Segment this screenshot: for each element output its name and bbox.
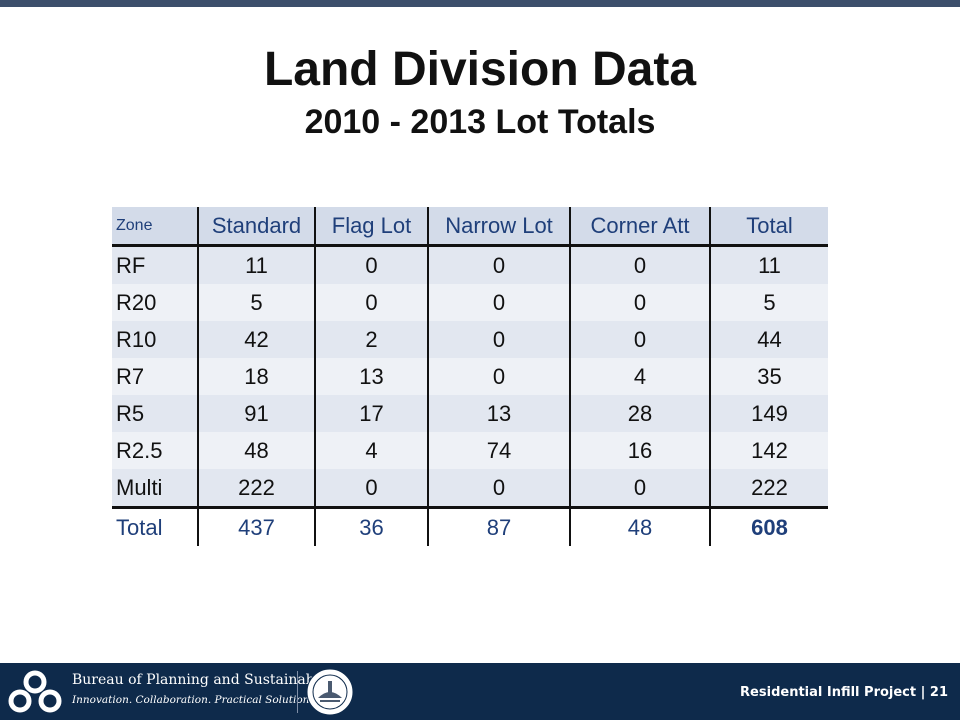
narrow-lot-cell: 0 (427, 245, 570, 284)
flag-lot-cell: 4 (314, 432, 428, 469)
totals-label: Total (112, 506, 198, 546)
standard-total: 437 (197, 506, 315, 546)
project-page-label: Residential Infill Project | 21 (740, 685, 948, 700)
corner-att-cell: 16 (569, 432, 710, 469)
flag-lot-cell: 0 (314, 284, 428, 321)
narrow-lot-cell: 0 (427, 284, 570, 321)
grand-total: 608 (709, 506, 828, 546)
narrow-lot-cell: 0 (427, 469, 570, 508)
standard-cell: 91 (197, 395, 315, 432)
zone-cell: R20 (112, 284, 198, 321)
flag-lot-total: 36 (314, 506, 428, 546)
narrow-lot-cell: 0 (427, 358, 570, 395)
flag-lot-cell: 0 (314, 469, 428, 508)
table-row: R2.5 48 4 74 16 142 (112, 432, 828, 469)
top-accent-bar (0, 0, 960, 7)
standard-cell: 5 (197, 284, 315, 321)
table-row: R10 42 2 0 0 44 (112, 321, 828, 358)
lot-totals-table: Zone Standard Flag Lot Narrow Lot Corner… (112, 207, 828, 546)
column-header-standard: Standard (197, 207, 315, 247)
corner-att-cell: 0 (569, 469, 710, 508)
narrow-lot-cell: 0 (427, 321, 570, 358)
corner-att-cell: 28 (569, 395, 710, 432)
table-row: R20 5 0 0 0 5 (112, 284, 828, 321)
total-cell: 44 (709, 321, 828, 358)
slide-subtitle: 2010 - 2013 Lot Totals (304, 103, 656, 141)
total-cell: 35 (709, 358, 828, 395)
title-block: Land Division Data 2010 - 2013 Lot Total… (0, 42, 960, 144)
table-row: Multi 222 0 0 0 222 (112, 469, 828, 508)
table-header-row: Zone Standard Flag Lot Narrow Lot Corner… (112, 207, 828, 247)
column-header-corner-att: Corner Att (569, 207, 710, 247)
totals-row: Total 437 36 87 48 608 (112, 506, 828, 546)
standard-cell: 18 (197, 358, 315, 395)
slide-title: Land Division Data (263, 43, 697, 96)
zone-cell: R2.5 (112, 432, 198, 469)
corner-att-cell: 4 (569, 358, 710, 395)
bureau-name: Bureau of Planning and Sustainability (72, 672, 342, 688)
column-header-flag-lot: Flag Lot (314, 207, 428, 247)
total-cell: 142 (709, 432, 828, 469)
standard-cell: 48 (197, 432, 315, 469)
column-header-zone: Zone (112, 207, 198, 247)
bureau-tagline: Innovation. Collaboration. Practical Sol… (72, 694, 319, 706)
column-header-narrow-lot: Narrow Lot (427, 207, 570, 247)
zone-cell: Multi (112, 469, 198, 508)
narrow-lot-cell: 74 (427, 432, 570, 469)
flag-lot-cell: 2 (314, 321, 428, 358)
standard-cell: 222 (197, 469, 315, 508)
total-cell: 149 (709, 395, 828, 432)
corner-att-cell: 0 (569, 321, 710, 358)
zone-cell: R10 (112, 321, 198, 358)
standard-cell: 11 (197, 245, 315, 284)
zone-cell: RF (112, 245, 198, 284)
total-cell: 222 (709, 469, 828, 508)
footer-divider (297, 671, 298, 713)
zone-cell: R7 (112, 358, 198, 395)
bps-rings-logo-icon (8, 670, 62, 713)
flag-lot-cell: 13 (314, 358, 428, 395)
table-row: RF 11 0 0 0 11 (112, 245, 828, 284)
narrow-lot-total: 87 (427, 506, 570, 546)
total-cell: 11 (709, 245, 828, 284)
narrow-lot-cell: 13 (427, 395, 570, 432)
city-seal-icon (306, 668, 354, 716)
table-row: R5 91 17 13 28 149 (112, 395, 828, 432)
flag-lot-cell: 0 (314, 245, 428, 284)
table-row: R7 18 13 0 4 35 (112, 358, 828, 395)
standard-cell: 42 (197, 321, 315, 358)
column-header-total: Total (709, 207, 828, 247)
footer-bar: Bureau of Planning and Sustainability In… (0, 663, 960, 720)
zone-cell: R5 (112, 395, 198, 432)
corner-att-cell: 0 (569, 245, 710, 284)
corner-att-total: 48 (569, 506, 710, 546)
total-cell: 5 (709, 284, 828, 321)
corner-att-cell: 0 (569, 284, 710, 321)
flag-lot-cell: 17 (314, 395, 428, 432)
